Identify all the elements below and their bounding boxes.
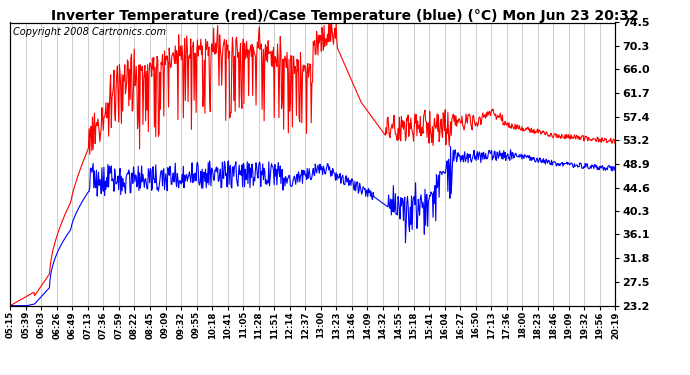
Text: Inverter Temperature (red)/Case Temperature (blue) (°C) Mon Jun 23 20:32: Inverter Temperature (red)/Case Temperat…: [51, 9, 639, 23]
Text: Copyright 2008 Cartronics.com: Copyright 2008 Cartronics.com: [13, 27, 166, 37]
